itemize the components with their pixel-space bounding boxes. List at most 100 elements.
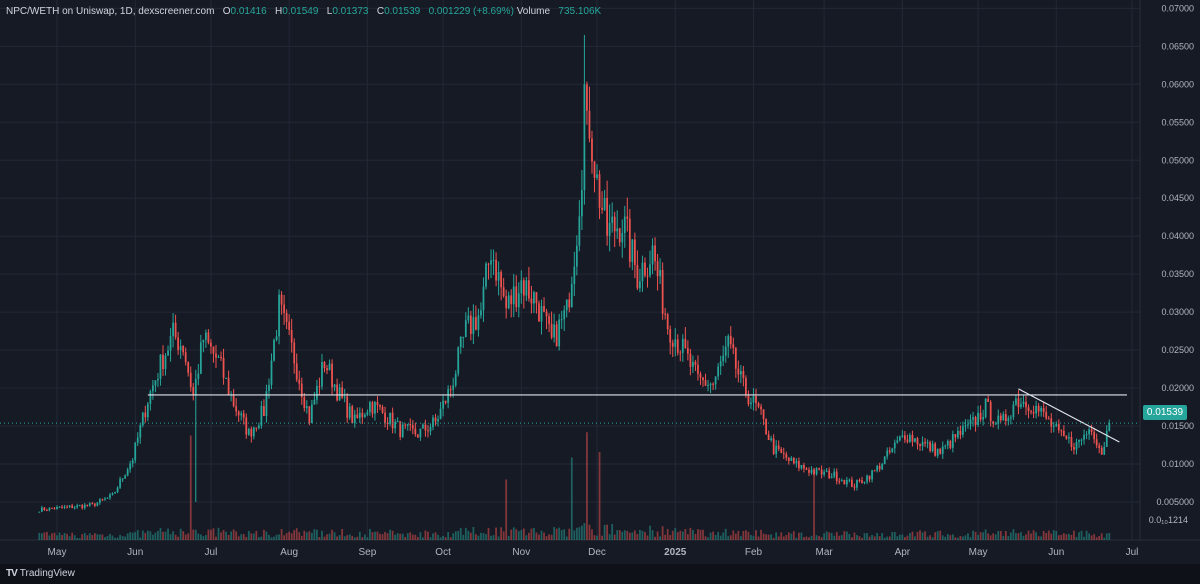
candle-body <box>174 322 177 338</box>
volume-bar <box>838 535 841 540</box>
volume-bar <box>772 537 775 540</box>
volume-bar <box>346 535 349 540</box>
volume-bar <box>510 529 513 540</box>
volume-bar <box>1080 530 1083 540</box>
candle-body <box>790 458 793 461</box>
volume-bar <box>863 533 866 540</box>
candle-body <box>283 304 285 314</box>
candle-body <box>644 262 646 276</box>
volume-bar <box>366 537 369 540</box>
candle-body <box>633 239 636 265</box>
volume-bar <box>752 535 755 540</box>
candle-body <box>270 360 273 385</box>
volume-bar <box>71 532 74 540</box>
candle-body <box>38 511 41 513</box>
candle-body <box>560 319 563 321</box>
volume-bar <box>265 531 268 540</box>
candle-body <box>525 280 528 296</box>
volume-bar <box>906 535 909 540</box>
candle-body <box>999 415 1002 421</box>
candle-body <box>666 314 669 330</box>
volume-bar <box>182 531 185 540</box>
volume-bar <box>162 531 164 540</box>
volume-bar <box>1062 533 1065 540</box>
volume-bar <box>141 530 144 540</box>
candle-body <box>469 315 472 334</box>
candle-body <box>568 299 571 308</box>
volume-bar <box>563 529 566 540</box>
candle-body <box>679 352 682 354</box>
volume-bar <box>210 529 212 540</box>
candle-body <box>247 428 250 435</box>
candle-body <box>51 507 53 509</box>
candle-body <box>934 443 937 456</box>
volume-bar <box>99 534 101 540</box>
candle-body <box>1025 401 1027 408</box>
volume-bar <box>568 528 571 540</box>
volume-bar <box>477 535 480 540</box>
volume-bar <box>747 531 750 540</box>
candle-body <box>449 389 452 391</box>
candle-body <box>1083 434 1085 440</box>
tradingview-brand[interactable]: TV TradingView <box>6 568 75 579</box>
volume-bar <box>164 531 167 540</box>
candle-body <box>126 469 129 476</box>
volume-bar <box>396 533 399 540</box>
candle-body <box>752 395 755 403</box>
candle-body <box>573 266 576 285</box>
candle-body <box>704 380 707 386</box>
volume-bar <box>926 536 929 540</box>
candle-body <box>745 377 747 395</box>
volume-bar <box>1002 535 1005 540</box>
candle-body <box>447 389 450 403</box>
candle-body <box>111 493 114 495</box>
candle-body <box>989 401 992 422</box>
candle-body <box>442 400 444 409</box>
volume-bar <box>152 534 154 540</box>
candle-body <box>757 403 760 407</box>
volume-bar <box>225 531 227 540</box>
candle-body <box>290 329 293 343</box>
volume-bar <box>929 535 932 540</box>
volume-bar <box>464 527 467 540</box>
candle-body <box>578 216 581 246</box>
volume-bar <box>63 533 66 540</box>
candle-body <box>863 481 866 483</box>
volume-bar <box>338 535 341 540</box>
y-tick-label: 0.05500 <box>1161 117 1194 127</box>
y-tick-label: 0.04500 <box>1161 193 1194 203</box>
candle-body <box>83 504 86 509</box>
candle-body <box>724 346 727 356</box>
volume-bar <box>212 528 215 540</box>
volume-bar <box>505 479 508 540</box>
candle-body <box>1027 407 1030 412</box>
candle-body <box>263 405 265 416</box>
volume-bar <box>762 533 765 540</box>
candle-body <box>1090 429 1093 433</box>
candle-body <box>984 398 987 418</box>
volume-bar <box>1040 536 1043 540</box>
volume-bar <box>722 532 725 540</box>
candle-body <box>618 228 621 243</box>
volume-bar <box>194 529 197 540</box>
candle-body <box>333 384 336 388</box>
candle-body <box>427 430 429 432</box>
volume-bar <box>570 457 573 540</box>
candle-body <box>732 344 735 348</box>
volume-bar <box>379 533 381 540</box>
volume-bar <box>131 532 134 540</box>
candle-body <box>1009 417 1012 419</box>
candle-body <box>692 361 694 367</box>
volume-bar <box>941 535 944 540</box>
volume-bar <box>515 529 518 540</box>
volume-bar <box>520 530 523 540</box>
volume-bar <box>525 535 528 540</box>
candle-body <box>1088 429 1090 435</box>
volume-bar <box>222 529 225 540</box>
candle-body <box>510 295 513 305</box>
candle-body <box>222 357 225 378</box>
volume-bar <box>1083 536 1085 540</box>
candle-body <box>81 505 84 509</box>
candle-body <box>623 216 626 234</box>
